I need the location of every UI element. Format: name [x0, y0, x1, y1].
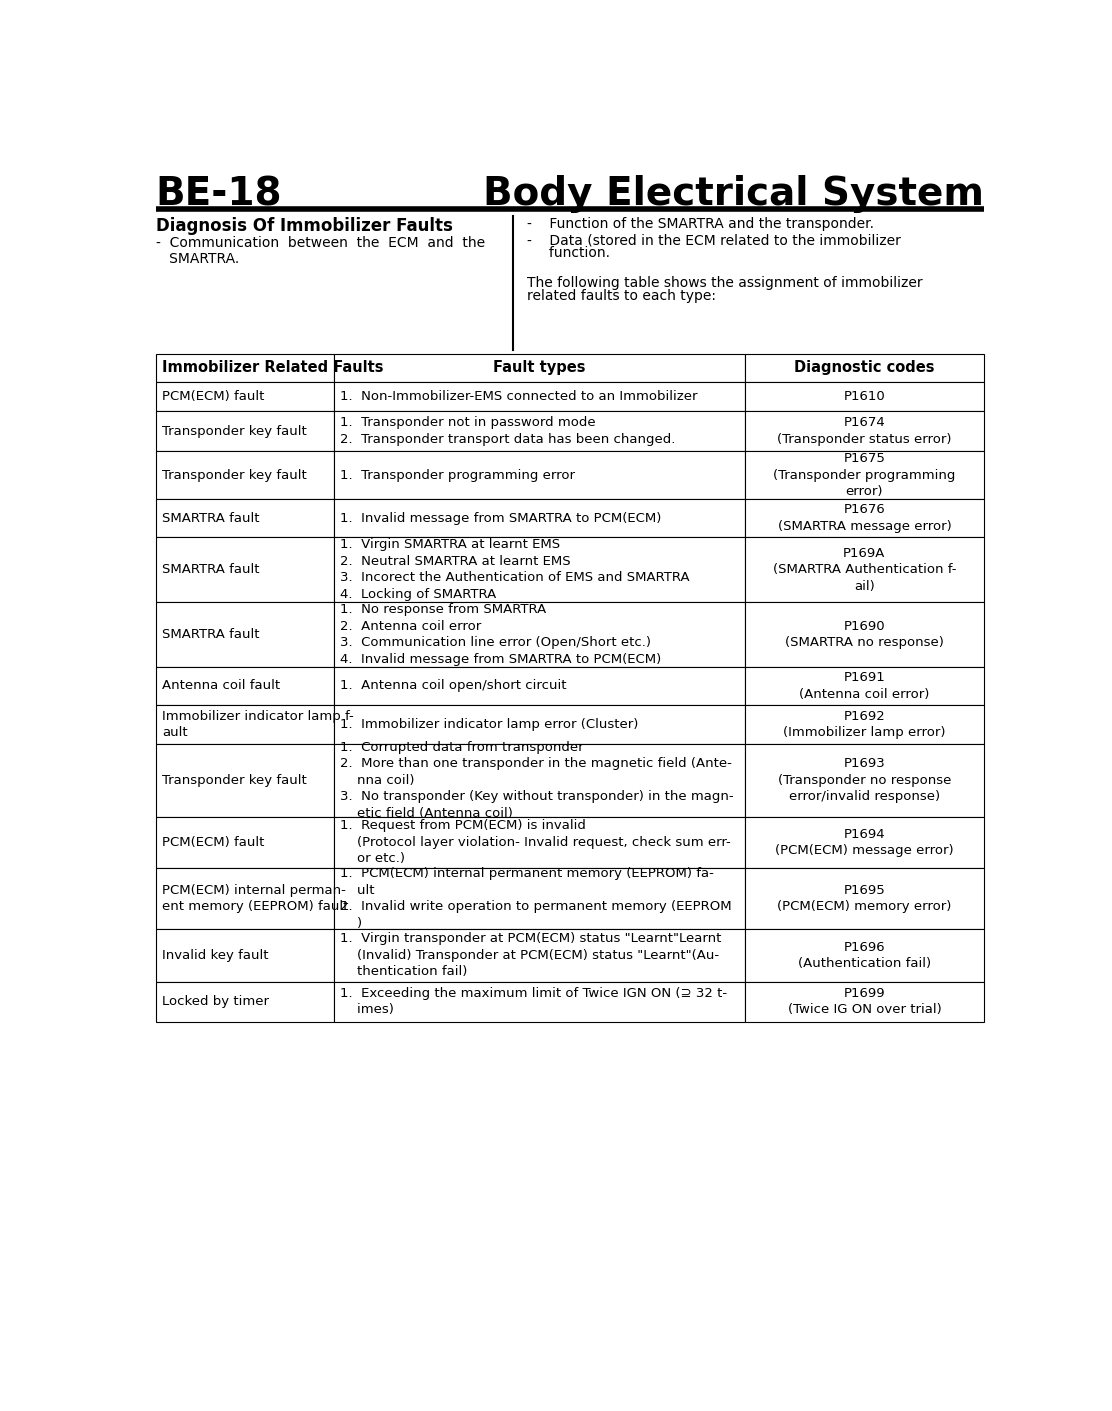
Text: Fault types: Fault types	[493, 360, 585, 375]
Bar	[334, 706, 745, 744]
Bar	[156, 930, 334, 982]
Bar	[156, 982, 334, 1022]
Bar	[156, 452, 334, 499]
Text: P1676
(SMARTRA message error): P1676 (SMARTRA message error)	[777, 504, 951, 533]
Bar	[156, 868, 334, 930]
Bar	[745, 452, 984, 499]
Bar	[156, 499, 334, 538]
Text: Immobilizer Related Faults: Immobilizer Related Faults	[162, 360, 384, 375]
Text: Diagnostic codes: Diagnostic codes	[794, 360, 935, 375]
Text: 1.  Corrupted data from transponder
2.  More than one transponder in the magneti: 1. Corrupted data from transponder 2. Mo…	[339, 741, 733, 820]
Bar	[156, 382, 334, 411]
Text: 1.  Transponder programming error: 1. Transponder programming error	[339, 468, 575, 481]
Bar	[745, 667, 984, 706]
Bar	[745, 354, 984, 382]
Text: Transponder key fault: Transponder key fault	[162, 468, 307, 481]
Bar	[745, 930, 984, 982]
Text: 1.  Exceeding the maximum limit of Twice IGN ON (⊇ 32 t-
    imes): 1. Exceeding the maximum limit of Twice …	[339, 986, 727, 1016]
Bar	[745, 538, 984, 602]
Bar	[745, 382, 984, 411]
Bar	[334, 930, 745, 982]
Bar	[156, 667, 334, 706]
Text: Transponder key fault: Transponder key fault	[162, 773, 307, 787]
Text: 1.  Transponder not in password mode
2.  Transponder transport data has been cha: 1. Transponder not in password mode 2. T…	[339, 416, 675, 446]
Bar	[334, 868, 745, 930]
Bar	[334, 817, 745, 868]
Bar	[334, 452, 745, 499]
Text: PCM(ECM) internal perman-
ent memory (EEPROM) fault: PCM(ECM) internal perman- ent memory (EE…	[162, 883, 348, 913]
Text: P1675
(Transponder programming
error): P1675 (Transponder programming error)	[773, 452, 955, 498]
Text: function.: function.	[527, 247, 609, 260]
Text: 1.  PCM(ECM) internal permanent memory (EEPROM) fa-
    ult
2.  Invalid write op: 1. PCM(ECM) internal permanent memory (E…	[339, 868, 732, 930]
Text: 1.  Immobilizer indicator lamp error (Cluster): 1. Immobilizer indicator lamp error (Clu…	[339, 718, 638, 731]
Bar	[745, 744, 984, 817]
Bar	[745, 602, 984, 667]
Bar	[334, 602, 745, 667]
Text: Antenna coil fault: Antenna coil fault	[162, 680, 280, 693]
Text: 1.  Virgin SMARTRA at learnt EMS
2.  Neutral SMARTRA at learnt EMS
3.  Incorect : 1. Virgin SMARTRA at learnt EMS 2. Neutr…	[339, 539, 689, 601]
Text: SMARTRA fault: SMARTRA fault	[162, 563, 259, 576]
Bar	[156, 744, 334, 817]
Text: P1693
(Transponder no response
error/invalid response): P1693 (Transponder no response error/inv…	[777, 758, 951, 803]
Text: 1.  Non-Immobilizer-EMS connected to an Immobilizer: 1. Non-Immobilizer-EMS connected to an I…	[339, 389, 697, 404]
Text: Invalid key fault: Invalid key fault	[162, 950, 268, 962]
Bar	[745, 499, 984, 538]
Bar	[156, 411, 334, 452]
Text: 1.  Request from PCM(ECM) is invalid
    (Protocol layer violation- Invalid requ: 1. Request from PCM(ECM) is invalid (Pro…	[339, 820, 731, 865]
Bar	[156, 354, 334, 382]
Text: P1696
(Authentication fail): P1696 (Authentication fail)	[798, 941, 931, 971]
Text: SMARTRA fault: SMARTRA fault	[162, 512, 259, 525]
Text: SMARTRA fault: SMARTRA fault	[162, 628, 259, 641]
Bar	[745, 982, 984, 1022]
Text: -    Function of the SMARTRA and the transponder.: - Function of the SMARTRA and the transp…	[527, 217, 874, 231]
Bar	[745, 868, 984, 930]
Bar	[334, 382, 745, 411]
Bar	[745, 817, 984, 868]
Text: P1692
(Immobilizer lamp error): P1692 (Immobilizer lamp error)	[783, 710, 945, 739]
Bar	[334, 667, 745, 706]
Text: related faults to each type:: related faults to each type:	[527, 289, 716, 303]
Text: 1.  No response from SMARTRA
2.  Antenna coil error
3.  Communication line error: 1. No response from SMARTRA 2. Antenna c…	[339, 602, 661, 666]
Bar	[334, 744, 745, 817]
Bar	[334, 354, 745, 382]
Text: Body Electrical System: Body Electrical System	[483, 175, 984, 213]
Text: Locked by timer: Locked by timer	[162, 995, 269, 1009]
Bar	[745, 411, 984, 452]
Text: Transponder key fault: Transponder key fault	[162, 425, 307, 437]
Bar	[745, 706, 984, 744]
Text: 1.  Antenna coil open/short circuit: 1. Antenna coil open/short circuit	[339, 680, 566, 693]
Text: Diagnosis Of Immobilizer Faults: Diagnosis Of Immobilizer Faults	[156, 217, 453, 236]
Text: P1695
(PCM(ECM) memory error): P1695 (PCM(ECM) memory error)	[777, 883, 952, 913]
Bar	[334, 538, 745, 602]
Text: P1674
(Transponder status error): P1674 (Transponder status error)	[777, 416, 952, 446]
Text: P1610: P1610	[844, 389, 885, 404]
Text: P1691
(Antenna coil error): P1691 (Antenna coil error)	[800, 672, 930, 701]
Text: P1690
(SMARTRA no response): P1690 (SMARTRA no response)	[785, 619, 944, 649]
Text: P1699
(Twice IG ON over trial): P1699 (Twice IG ON over trial)	[787, 986, 941, 1016]
Text: SMARTRA.: SMARTRA.	[156, 253, 239, 267]
Text: 1.  Virgin transponder at PCM(ECM) status "Learnt"Learnt
    (Invalid) Transpond: 1. Virgin transponder at PCM(ECM) status…	[339, 933, 721, 978]
Text: -  Communication  between  the  ECM  and  the: - Communication between the ECM and the	[156, 236, 485, 250]
Text: BE-18: BE-18	[156, 175, 282, 213]
Text: PCM(ECM) fault: PCM(ECM) fault	[162, 835, 265, 849]
Text: -    Data (stored in the ECM related to the immobilizer: - Data (stored in the ECM related to the…	[527, 234, 901, 248]
Bar	[334, 499, 745, 538]
Bar	[334, 982, 745, 1022]
Bar	[156, 817, 334, 868]
Text: PCM(ECM) fault: PCM(ECM) fault	[162, 389, 265, 404]
Text: Immobilizer indicator lamp f-
ault: Immobilizer indicator lamp f- ault	[162, 710, 354, 739]
Text: P1694
(PCM(ECM) message error): P1694 (PCM(ECM) message error)	[775, 827, 954, 856]
Bar	[156, 706, 334, 744]
Bar	[156, 602, 334, 667]
Text: P169A
(SMARTRA Authentication f-
ail): P169A (SMARTRA Authentication f- ail)	[773, 546, 956, 593]
Text: The following table shows the assignment of immobilizer: The following table shows the assignment…	[527, 275, 923, 289]
Text: 1.  Invalid message from SMARTRA to PCM(ECM): 1. Invalid message from SMARTRA to PCM(E…	[339, 512, 661, 525]
Bar	[156, 538, 334, 602]
Bar	[334, 411, 745, 452]
